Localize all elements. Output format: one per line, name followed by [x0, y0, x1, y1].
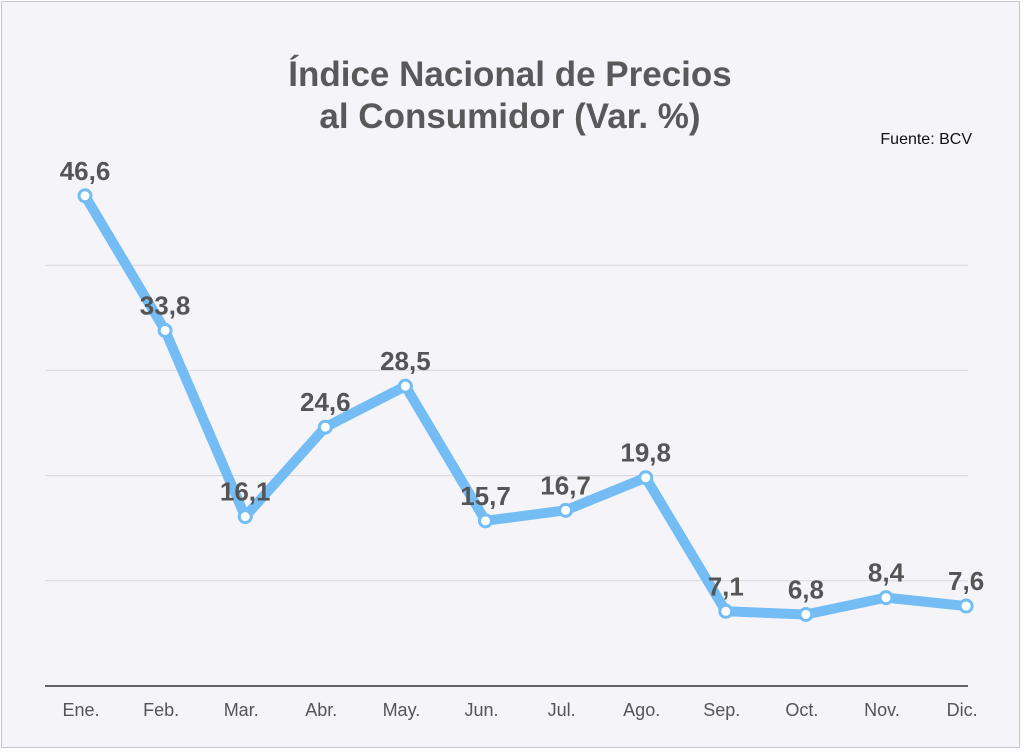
data-point [638, 470, 654, 486]
source-note: Fuente: BCV [880, 131, 972, 148]
data-label: 46,6 [60, 156, 111, 186]
data-label: 19,8 [620, 438, 671, 468]
x-tick-label: Mar. [224, 700, 259, 720]
x-tick-label: Dic. [947, 700, 978, 720]
data-label: 16,7 [540, 470, 591, 500]
data-point [77, 188, 93, 204]
x-tick-label: Sep. [703, 700, 740, 720]
x-tick-label: Ene. [62, 700, 99, 720]
x-tick-label: Feb. [143, 700, 179, 720]
data-points [77, 188, 974, 622]
data-point [878, 590, 894, 606]
x-tick-label: Oct. [785, 700, 818, 720]
data-label: 6,8 [788, 574, 824, 604]
x-tick-label: Jun. [464, 700, 498, 720]
data-label: 7,1 [708, 571, 744, 601]
data-label: 8,4 [868, 558, 905, 588]
data-label: 15,7 [460, 481, 511, 511]
data-labels: 46,6 33,8 16,1 24,6 28,5 15,7 16,7 19,8 7,1 6,8 8,… [60, 156, 984, 605]
data-point [798, 606, 814, 622]
data-label: 33,8 [140, 290, 191, 320]
data-point [958, 598, 974, 614]
data-point [478, 513, 493, 529]
x-tick-label: May. [383, 700, 421, 720]
data-point [558, 502, 574, 518]
data-label: 7,6 [948, 566, 984, 596]
x-tick-label: Nov. [864, 700, 900, 720]
x-tick-labels: Ene. Feb. Mar. Abr. May. Jun. Jul. Ago. Sep. Oct.… [62, 700, 977, 720]
data-label: 24,6 [300, 387, 351, 417]
grid-lines [45, 264, 968, 582]
x-tick-label: Ago. [623, 700, 660, 720]
data-point [157, 322, 173, 338]
data-label: 28,5 [380, 346, 431, 376]
series-line [80, 190, 972, 620]
data-label: 16,1 [220, 477, 271, 507]
chart-title: Índice Nacional de Precios al Consumidor… [0, 54, 1020, 138]
data-point [718, 603, 734, 619]
chart-title-line-2: al Consumidor (Var. %) [319, 97, 701, 136]
chart-title-line-1: Índice Nacional de Precios [288, 55, 732, 94]
x-tick-label: Jul. [548, 700, 576, 720]
data-point [397, 378, 413, 394]
data-point [237, 509, 253, 525]
data-point [317, 419, 333, 435]
x-tick-label: Abr. [305, 700, 337, 720]
